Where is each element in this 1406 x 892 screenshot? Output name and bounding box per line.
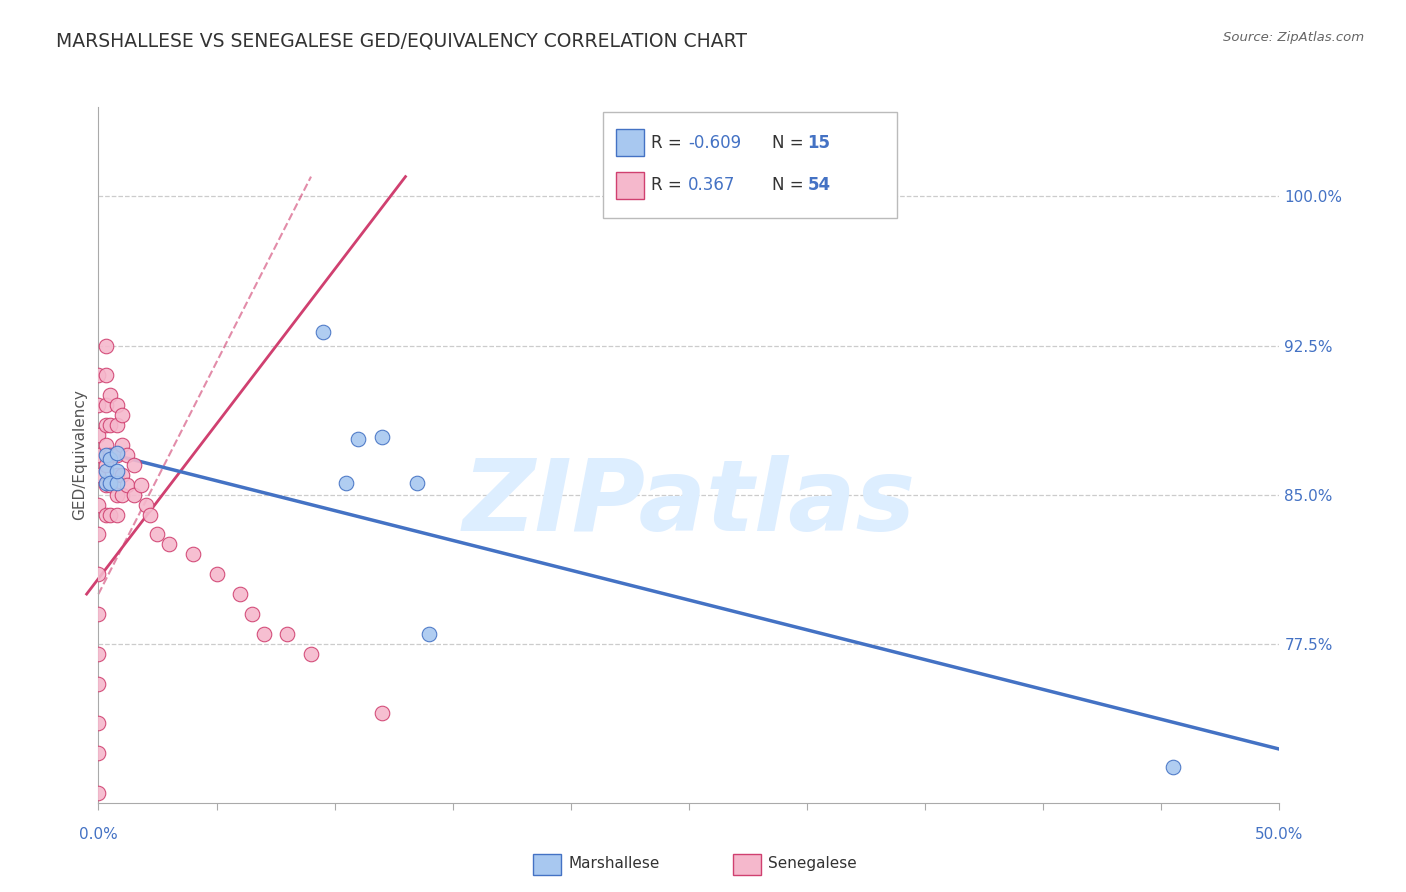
Point [371, 706, 394, 721]
Point [94, 464, 117, 478]
Text: Marshallese: Marshallese [568, 856, 659, 871]
Point [105, 418, 128, 433]
Point [111, 467, 134, 482]
Point [105, 467, 128, 482]
Point [105, 446, 128, 460]
Point [94, 418, 117, 433]
Text: 15: 15 [807, 134, 831, 152]
Point [146, 527, 169, 541]
Point [98, 418, 121, 433]
Text: Source: ZipAtlas.com: Source: ZipAtlas.com [1223, 31, 1364, 45]
Point [87, 607, 110, 621]
Point [94, 368, 117, 383]
Point [105, 448, 128, 462]
Point [94, 398, 117, 412]
Point [98, 388, 121, 402]
Point [115, 477, 138, 491]
Point [135, 498, 157, 512]
Point [94, 475, 117, 490]
Point [335, 475, 357, 490]
Point [98, 477, 121, 491]
Point [229, 587, 252, 601]
Point [111, 488, 134, 502]
Point [139, 508, 162, 522]
Point [87, 448, 110, 462]
Point [312, 325, 335, 339]
Text: 50.0%: 50.0% [1256, 827, 1303, 841]
Text: Senegalese: Senegalese [768, 856, 856, 871]
Point [240, 607, 263, 621]
Point [181, 547, 204, 561]
Text: ZIPatlas: ZIPatlas [463, 455, 915, 552]
Text: MARSHALLESE VS SENEGALESE GED/EQUIVALENCY CORRELATION CHART: MARSHALLESE VS SENEGALESE GED/EQUIVALENC… [56, 31, 747, 50]
Point [87, 498, 110, 512]
Point [406, 475, 429, 490]
Point [105, 508, 128, 522]
Point [94, 458, 117, 472]
Point [418, 627, 440, 641]
Point [98, 448, 121, 462]
Point [87, 368, 110, 383]
Point [105, 475, 128, 490]
Point [105, 398, 128, 412]
Point [122, 458, 145, 472]
Point [253, 627, 276, 641]
Text: -0.609: -0.609 [688, 134, 741, 152]
Point [122, 488, 145, 502]
Point [1161, 760, 1184, 774]
Point [94, 338, 117, 352]
Point [87, 716, 110, 731]
Point [94, 438, 117, 452]
Point [87, 676, 110, 690]
Text: 0.367: 0.367 [688, 177, 735, 194]
Point [87, 467, 110, 482]
Y-axis label: GED/Equivalency: GED/Equivalency [72, 390, 87, 520]
Point [111, 438, 134, 452]
Point [98, 508, 121, 522]
Text: 54: 54 [807, 177, 831, 194]
Text: 0.0%: 0.0% [79, 827, 118, 841]
Point [94, 448, 117, 462]
Point [87, 746, 110, 760]
Point [115, 448, 138, 462]
Point [347, 432, 370, 446]
Point [87, 398, 110, 412]
Point [94, 508, 117, 522]
Point [87, 567, 110, 582]
Text: N =: N = [772, 134, 808, 152]
Text: N =: N = [772, 177, 808, 194]
Point [87, 527, 110, 541]
Point [299, 647, 322, 661]
Point [87, 786, 110, 800]
Point [105, 464, 128, 478]
Point [87, 647, 110, 661]
Point [111, 408, 134, 422]
Point [129, 477, 152, 491]
Point [371, 430, 394, 444]
Text: R =: R = [651, 134, 688, 152]
Point [105, 488, 128, 502]
Text: R =: R = [651, 177, 688, 194]
Point [87, 428, 110, 442]
Point [276, 627, 298, 641]
Point [157, 537, 180, 551]
Point [205, 567, 228, 582]
Point [98, 451, 121, 466]
Point [98, 475, 121, 490]
Point [94, 477, 117, 491]
